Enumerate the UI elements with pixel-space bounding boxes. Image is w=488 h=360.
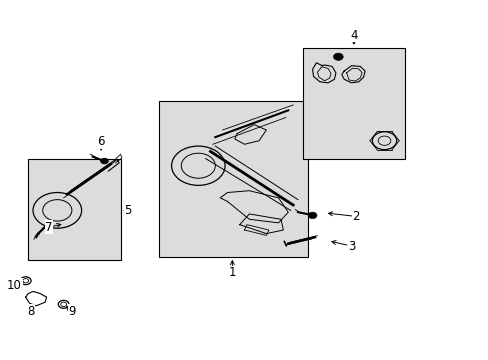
Text: 1: 1 [228,266,236,279]
Text: 7: 7 [45,221,53,234]
Circle shape [333,53,343,60]
Circle shape [307,212,316,219]
Text: 10: 10 [7,279,22,292]
Text: 5: 5 [124,204,131,217]
Circle shape [101,158,108,164]
Bar [302,48,404,158]
Text: 3: 3 [347,240,354,253]
Text: 6: 6 [97,135,104,148]
Text: 9: 9 [68,305,76,318]
Bar [28,158,120,260]
Text: 4: 4 [349,29,357,42]
Text: 2: 2 [352,210,359,223]
Text: 8: 8 [27,305,34,318]
Bar [159,102,307,257]
